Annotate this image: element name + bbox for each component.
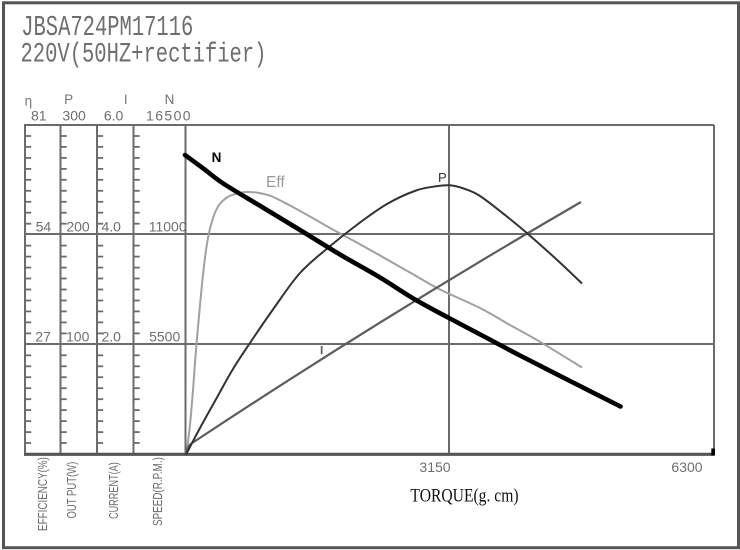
svg-text:27: 27 — [35, 329, 51, 345]
svg-text:5500: 5500 — [149, 329, 180, 345]
svg-text:81: 81 — [31, 108, 47, 124]
svg-text:I: I — [124, 92, 128, 107]
svg-text:TORQUE(g. cm): TORQUE(g. cm) — [410, 485, 518, 506]
svg-text:6300: 6300 — [671, 459, 702, 475]
svg-text:200: 200 — [66, 219, 90, 235]
svg-text:11000: 11000 — [149, 219, 187, 235]
svg-text:P: P — [438, 170, 447, 185]
svg-text:OUT PUT(W): OUT PUT(W) — [66, 462, 80, 519]
svg-text:Eff: Eff — [266, 174, 285, 191]
svg-text:CURRENT(A): CURRENT(A) — [108, 462, 122, 519]
svg-text:16500: 16500 — [146, 108, 192, 124]
svg-text:3150: 3150 — [419, 459, 450, 475]
svg-text:N: N — [165, 92, 175, 107]
svg-text:6.0: 6.0 — [104, 108, 124, 124]
svg-text:JBSA724PM17116: JBSA724PM17116 — [21, 12, 193, 44]
svg-text:220V(50HZ+rectifier): 220V(50HZ+rectifier) — [21, 40, 267, 71]
svg-text:N: N — [212, 150, 222, 165]
svg-text:η: η — [25, 94, 33, 109]
svg-text:4.0: 4.0 — [101, 219, 121, 235]
svg-text:EFFICIENCY(%): EFFICIENCY(%) — [37, 457, 50, 531]
svg-text:100: 100 — [66, 329, 90, 345]
svg-text:SPEED(R.P.M.): SPEED(R.P.M.) — [152, 457, 165, 526]
svg-text:P: P — [64, 92, 73, 107]
svg-text:300: 300 — [62, 108, 86, 124]
svg-text:2.0: 2.0 — [101, 329, 121, 345]
svg-text:54: 54 — [36, 219, 52, 235]
